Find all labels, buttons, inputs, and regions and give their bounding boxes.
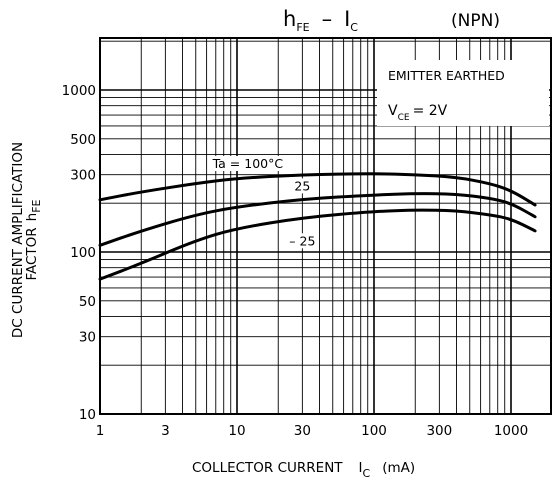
series-line-3: [98, 208, 537, 281]
y-tick-label: 1000: [62, 83, 96, 99]
plot-frame: [99, 37, 552, 415]
series-curves: [98, 172, 537, 281]
y-tick-label: 50: [79, 294, 96, 310]
series-label-1: Ta = 100°C: [212, 156, 284, 171]
x-tick-label: 1000: [494, 423, 528, 439]
chart-npn-label: (NPN): [451, 11, 500, 31]
y-tick-label: 10: [79, 407, 96, 423]
x-tick-label: 300: [426, 423, 452, 439]
series-label-2: 25: [294, 178, 310, 193]
x-tick-labels: 1 3 10 30 100 300 1000: [96, 423, 528, 439]
x-tick-label: 30: [294, 423, 311, 439]
x-axis-label: COLLECTOR CURRENT IC (mA): [192, 460, 415, 480]
vce-label: VCE = 2V: [388, 103, 448, 123]
y-axis-label: DC CURRENT AMPLIFICATION FACTORhFE: [10, 142, 43, 338]
series-labels: Ta = 100°C 25 – 25: [208, 156, 319, 249]
series-label-bg: [286, 233, 319, 249]
series-label-bg: [291, 178, 314, 194]
y-tick-label: 500: [70, 132, 96, 148]
x-tick-label: 10: [228, 423, 245, 439]
series-line-2: [98, 192, 537, 247]
y-tick-label: 100: [70, 245, 96, 261]
series-label-3: – 25: [289, 233, 315, 248]
svg-text:FACTORhFE: FACTORhFE: [24, 199, 43, 280]
x-tick-label: 100: [361, 423, 387, 439]
svg-text:DC CURRENT AMPLIFICATION: DC CURRENT AMPLIFICATION: [10, 142, 26, 338]
x-tick-label: 3: [161, 423, 170, 439]
series-label-bg: [208, 156, 287, 172]
x-tick-label: 1: [96, 423, 105, 439]
y-tick-label: 300: [70, 168, 96, 184]
chart-title: hFE – IC: [283, 7, 358, 34]
annotation-background: [377, 60, 549, 126]
series-line-1: [98, 172, 537, 207]
emitter-earthed-label: EMITTER EARTHED: [388, 68, 505, 83]
y-tick-label: 30: [79, 330, 96, 346]
y-tick-labels: 10 30 50 100 300 500 1000: [62, 83, 96, 423]
